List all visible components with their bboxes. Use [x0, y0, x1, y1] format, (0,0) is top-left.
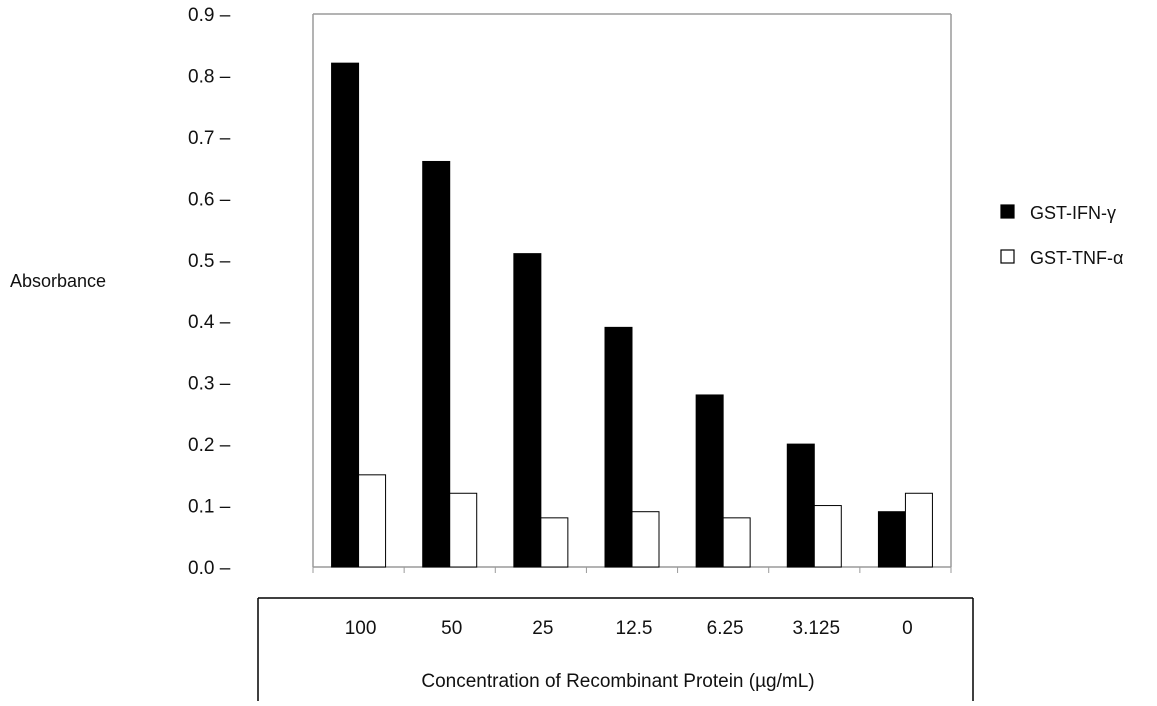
legend-label-gst-tnf-alpha: GST-TNF-α [1030, 248, 1123, 268]
y-axis-title: Absorbance [10, 271, 106, 291]
y-axis: 0.0 – 0.1 – 0.2 – 0.3 – 0.4 – 0.5 – 0.6 – 0.7 –… [188, 5, 231, 579]
x-tick-label: 100 [345, 618, 377, 639]
y-tick-label: 0.1 – [188, 497, 231, 518]
x-tick-label: 12.5 [616, 618, 653, 639]
y-tick-label: 0.0 – [188, 558, 231, 579]
y-tick-label: 0.8 – [188, 66, 231, 87]
y-tick-label: 0.9 – [188, 5, 231, 26]
bars [331, 62, 933, 568]
bar-gst-tnf-alpha-5 [813, 505, 842, 568]
y-tick-label: 0.4 – [188, 312, 231, 333]
x-axis: 100 50 25 12.5 6.25 3.125 0 [257, 567, 974, 701]
bar-gst-ifn-gamma-5 [786, 443, 815, 568]
y-tick-label: 0.7 – [188, 128, 231, 149]
bar-gst-tnf-alpha-6 [904, 492, 933, 568]
bar-gst-tnf-alpha-2 [540, 517, 569, 568]
legend: GST-IFN-γ GST-TNF-α [1000, 203, 1123, 268]
x-tick-label: 50 [441, 618, 462, 639]
bar-gst-ifn-gamma-0 [331, 62, 360, 568]
legend-swatch-gst-ifn-gamma [1000, 204, 1015, 219]
bar-gst-tnf-alpha-3 [631, 511, 660, 568]
y-tick-label: 0.5 – [188, 251, 231, 272]
y-tick-label: 0.6 – [188, 189, 231, 210]
bar-gst-ifn-gamma-6 [877, 511, 906, 568]
legend-label-gst-ifn-gamma: GST-IFN-γ [1030, 203, 1116, 223]
bar-gst-ifn-gamma-2 [513, 253, 542, 568]
bar-gst-ifn-gamma-4 [695, 394, 724, 568]
bar-gst-ifn-gamma-3 [604, 326, 633, 568]
x-tick-label: 0 [902, 618, 913, 639]
y-tick-label: 0.2 – [188, 435, 231, 456]
bar-gst-tnf-alpha-1 [449, 492, 478, 568]
y-tick-label: 0.3 – [188, 374, 231, 395]
x-tick-label: 25 [532, 618, 553, 639]
x-axis-title: Concentration of Recombinant Protein (µg… [421, 671, 814, 692]
bar-gst-tnf-alpha-0 [358, 474, 387, 568]
bar-gst-tnf-alpha-4 [722, 517, 751, 568]
x-tick-label: 3.125 [793, 618, 841, 639]
legend-swatch-gst-tnf-alpha [1000, 249, 1015, 264]
bar-gst-ifn-gamma-1 [422, 160, 451, 568]
x-tick-label: 6.25 [707, 618, 744, 639]
